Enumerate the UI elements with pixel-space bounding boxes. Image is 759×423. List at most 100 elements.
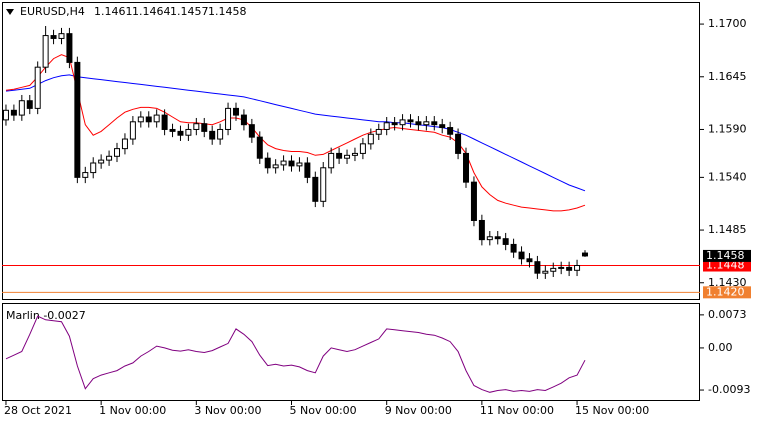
header-open: 1.1461 — [94, 5, 133, 18]
x-tick-label: 11 Nov 00:00 — [480, 404, 554, 417]
candle-body — [478, 219, 485, 241]
candle-body — [106, 155, 113, 161]
x-tick-label: 15 Nov 00:00 — [575, 404, 649, 417]
candle-body — [256, 136, 263, 159]
last-price-tag — [703, 249, 751, 262]
candle-body — [248, 124, 255, 138]
candle-body — [82, 172, 89, 178]
candle-body — [351, 152, 358, 156]
x-tick-label: 1 Nov 00:00 — [99, 404, 166, 417]
candle-body — [161, 114, 168, 130]
line-series — [5, 74, 586, 192]
candle-body — [463, 152, 470, 183]
candle-body — [50, 35, 57, 39]
candle-body — [455, 133, 462, 154]
candle-body — [542, 270, 549, 274]
candle-body — [336, 152, 343, 159]
candle-body — [423, 121, 430, 126]
candle-body — [264, 157, 271, 169]
candle-body — [10, 109, 17, 116]
y-tick-label: 0.00 — [708, 341, 733, 354]
candle-body — [550, 267, 557, 272]
candle-body — [193, 123, 200, 130]
candle-body — [375, 128, 382, 135]
candle-body — [447, 127, 454, 135]
candle-body — [494, 236, 501, 240]
candle-body — [225, 107, 232, 130]
price-tag — [703, 286, 751, 299]
candle-body — [344, 154, 351, 159]
candle-body — [518, 251, 525, 260]
candle-body — [558, 266, 565, 269]
menu-icon — [6, 9, 14, 15]
candle-body — [566, 266, 573, 271]
candle-body — [526, 258, 533, 263]
candle-body — [240, 114, 247, 126]
candle-body — [391, 122, 398, 126]
y-tick-label: 1.1485 — [708, 223, 747, 236]
header-low: 1.1457 — [170, 5, 209, 18]
main-panel — [2, 2, 700, 300]
candle-body — [399, 119, 406, 126]
line-series — [5, 54, 586, 212]
candle-body — [510, 243, 517, 253]
candle-body — [415, 121, 422, 126]
candle-body — [58, 33, 65, 39]
candle-body — [439, 124, 446, 129]
candle-body — [18, 100, 25, 116]
candle-body — [114, 148, 121, 157]
candle-body — [367, 133, 374, 145]
candle-body — [320, 167, 327, 202]
x-tick-label: 3 Nov 00:00 — [194, 404, 261, 417]
indicator-panel — [2, 303, 700, 401]
y-tick-label: 1.1700 — [708, 17, 747, 30]
candle-body — [280, 160, 287, 166]
candle-body — [34, 66, 41, 109]
y-tick-label: 1.1540 — [708, 170, 747, 183]
candle-body — [574, 265, 581, 271]
candle-body — [177, 130, 184, 136]
candle-body — [145, 116, 152, 123]
candle-body — [312, 176, 319, 202]
y-tick-label: 1.1430 — [708, 276, 747, 289]
candle-body — [137, 116, 144, 123]
candle-body — [98, 159, 105, 164]
candle-body — [328, 152, 335, 169]
candle-body — [185, 128, 192, 136]
x-tick-label: 28 Oct 2021 — [4, 404, 72, 417]
candle-body — [232, 107, 239, 116]
candle-body — [201, 123, 208, 132]
candle-body — [66, 33, 73, 63]
candle-body — [74, 61, 81, 178]
candle-body — [486, 236, 493, 241]
candle-body — [272, 164, 279, 169]
price-tag-label: 1.1420 — [706, 285, 745, 298]
candle-body — [431, 121, 438, 126]
price-tag — [703, 259, 751, 272]
candle-body — [169, 128, 176, 132]
x-tick-label: 5 Nov 00:00 — [290, 404, 357, 417]
candle-body — [288, 160, 295, 167]
symbol-title: EURUSD,H4 — [20, 5, 85, 18]
candle-body — [217, 128, 224, 140]
header-high: 1.1464 — [132, 5, 171, 18]
candle-body — [383, 122, 390, 130]
candle-body — [304, 162, 311, 178]
y-tick-label: 0.0073 — [708, 308, 747, 321]
candle-body — [42, 35, 49, 68]
candle-body — [581, 252, 588, 257]
last-price-label: 1.1458 — [706, 249, 745, 262]
candle-body — [534, 261, 541, 274]
candle-body — [129, 121, 136, 140]
candle-body — [359, 143, 366, 154]
candle-body — [121, 138, 128, 150]
indicator-title: Marlin -0.0027 — [6, 309, 86, 322]
candle-body — [502, 238, 509, 245]
candle-body — [2, 109, 9, 121]
line-series — [5, 315, 586, 393]
y-tick-label: 1.1645 — [708, 70, 747, 83]
x-tick-label: 9 Nov 00:00 — [385, 404, 452, 417]
